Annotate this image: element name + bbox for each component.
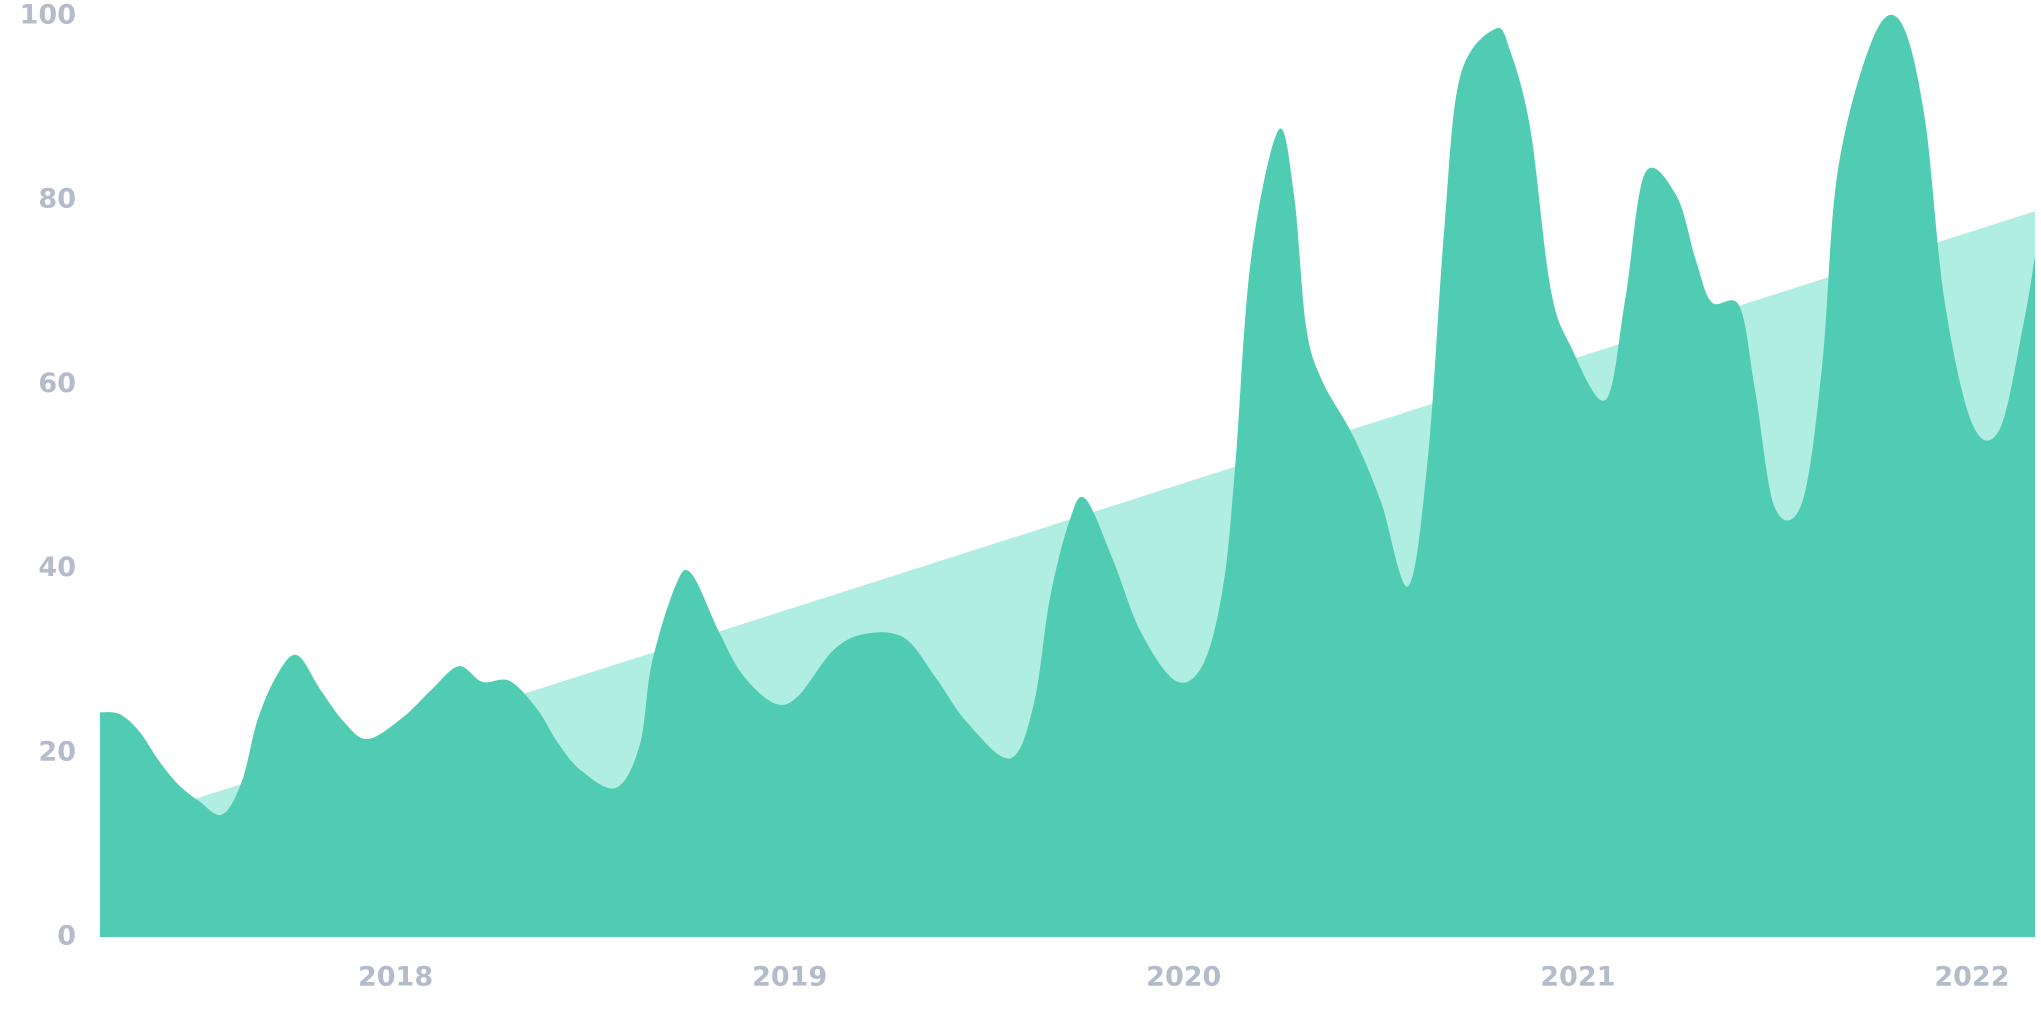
x-tick-label: 2018 [358,962,433,993]
y-tick-label: 20 [38,736,76,767]
y-tick-label: 100 [20,0,76,31]
y-tick-label: 40 [38,552,76,583]
x-tick-label: 2021 [1540,962,1615,993]
y-tick-label: 0 [57,921,76,952]
x-tick-label: 2020 [1146,962,1221,993]
area [100,14,2035,937]
x-tick-label: 2019 [752,962,827,993]
y-tick-label: 80 [38,184,76,215]
y-tick-label: 60 [38,368,76,399]
x-tick-label: 2022 [1934,962,2009,993]
